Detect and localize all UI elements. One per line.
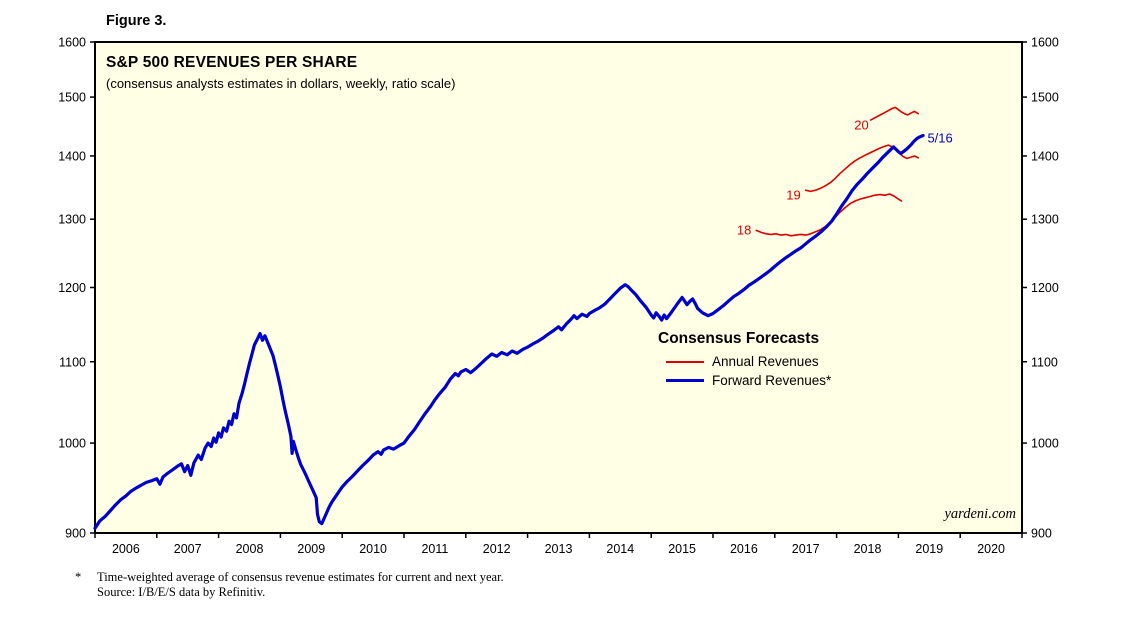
revenues-line-chart: 900 900 1000 1000 1100 1100 1200 1200 1300 1300 14…	[58, 36, 1059, 557]
svg-text:1200: 1200	[1031, 281, 1059, 295]
svg-text:2017: 2017	[792, 542, 820, 556]
legend-title: Consensus Forecasts	[658, 330, 820, 347]
legend: Consensus Forecasts Annual Revenues Forw…	[658, 330, 831, 392]
svg-text:20: 20	[854, 117, 868, 132]
yardeni-watermark: yardeni.com	[944, 506, 1016, 522]
footnote-line-1: * Time-weighted average of consensus rev…	[75, 570, 504, 585]
legend-item-forward-revenues: Forward Revenues*	[666, 373, 831, 388]
footnote-source-line: Source: I/B/E/S data by Refinitiv.	[97, 585, 266, 599]
chart-subtitle: (consensus analysts estimates in dollars…	[106, 76, 456, 91]
svg-text:1600: 1600	[1031, 36, 1059, 50]
footnote-asterisk: *	[75, 570, 82, 584]
svg-text:1300: 1300	[1031, 213, 1059, 227]
svg-text:5/16: 5/16	[927, 130, 952, 145]
svg-text:2013: 2013	[545, 542, 573, 556]
figure-number-label: Figure 3.	[106, 13, 167, 29]
chart-title: S&P 500 REVENUES PER SHARE	[106, 54, 358, 71]
svg-text:1100: 1100	[1031, 355, 1058, 369]
svg-text:1300: 1300	[58, 213, 86, 227]
footnote-text: Time-weighted average of consensus reven…	[97, 570, 504, 584]
svg-text:2006: 2006	[112, 542, 140, 556]
legend-item-annual-revenues: Annual Revenues	[666, 354, 831, 369]
svg-text:1100: 1100	[59, 355, 86, 369]
svg-text:900: 900	[1031, 527, 1052, 541]
svg-text:1000: 1000	[58, 437, 86, 451]
svg-text:1400: 1400	[1031, 149, 1059, 163]
svg-text:2012: 2012	[483, 542, 511, 556]
svg-text:2010: 2010	[359, 542, 387, 556]
svg-text:19: 19	[786, 188, 800, 203]
chart-title-block: S&P 500 REVENUES PER SHARE (consensus an…	[106, 54, 455, 91]
svg-text:2007: 2007	[174, 542, 202, 556]
footnotes: * Time-weighted average of consensus rev…	[75, 570, 504, 600]
svg-text:2008: 2008	[236, 542, 264, 556]
svg-text:2018: 2018	[854, 542, 882, 556]
svg-text:2011: 2011	[421, 542, 448, 556]
legend-item-label: Forward Revenues*	[712, 373, 832, 388]
svg-text:1000: 1000	[1031, 437, 1059, 451]
svg-text:1400: 1400	[58, 149, 86, 163]
svg-text:1500: 1500	[1031, 91, 1059, 105]
svg-text:2009: 2009	[297, 542, 325, 556]
svg-text:1600: 1600	[58, 36, 86, 50]
svg-text:2020: 2020	[977, 542, 1005, 556]
red-line-swatch-icon	[666, 360, 704, 363]
svg-text:2016: 2016	[730, 542, 758, 556]
svg-text:18: 18	[737, 222, 751, 237]
svg-text:900: 900	[65, 527, 86, 541]
legend-item-label: Annual Revenues	[712, 354, 819, 369]
svg-text:2019: 2019	[915, 542, 943, 556]
svg-text:2015: 2015	[668, 542, 696, 556]
svg-text:2014: 2014	[606, 542, 634, 556]
svg-text:1500: 1500	[58, 91, 86, 105]
blue-line-swatch-icon	[666, 379, 704, 382]
svg-text:1200: 1200	[58, 281, 86, 295]
